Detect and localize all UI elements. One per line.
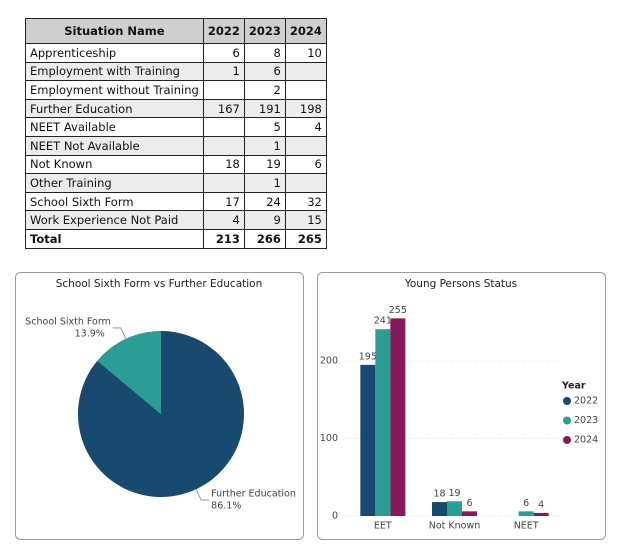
x-tick-label: NEET [514,521,539,532]
bar-label: 6 [523,498,529,509]
bar [360,364,376,516]
legend-marker [563,397,571,405]
table-cell: 6 [243,61,286,82]
legend-title: Year [561,381,586,392]
table-cell [284,61,327,82]
legend-label: 2023 [574,415,598,426]
table-cell: Employment with Training [25,61,204,82]
total-cell: 213 [202,228,245,249]
legend-marker [563,416,571,425]
table-cell: 191 [243,98,286,119]
table-cell [202,173,245,193]
slice-label: Further Education [211,489,296,500]
bar [390,318,406,516]
pie-slice [97,331,161,414]
table-row: Employment with Training 1 6 [25,61,327,82]
table-cell: Work Experience Not Paid [25,210,204,230]
y-tick-label: 100 [320,433,338,444]
data-table: Situation Name 2022 2023 2024 Apprenticeship… [25,18,327,249]
pie-slice [77,331,244,497]
y-tick-label: 0 [332,511,338,522]
bar-title: Young Persons Status [404,278,517,290]
table-row: Further Education 167 191 198 [25,98,327,119]
table-cell: 32 [284,191,327,212]
bar [375,329,391,516]
legend-label: 2024 [574,435,598,446]
header-cell: Situation Name [25,18,204,44]
x-tick-label: Not Known [429,521,481,532]
table-row: NEET Not Available 1 [25,135,327,156]
bar-label: 19 [448,488,460,499]
bar [447,501,462,516]
legend-marker [563,436,571,444]
header-cell: 2023 [243,18,286,44]
total-row: Total 213 266 265 [25,228,327,249]
slice-value: 86.1% [211,501,241,512]
legend-label: 2022 [574,396,598,407]
table-cell: Other Training [25,173,204,193]
table-row: NEET Available 5 4 [25,117,327,137]
table-row: Other Training 1 [25,173,327,193]
bar [518,511,534,516]
leader-line [195,489,210,501]
bar-label: 255 [389,305,407,316]
bar-label: 4 [538,499,544,510]
table-cell: Further Education [25,98,204,119]
bar-label: 18 [433,489,445,500]
table-row: Employment without Training 2 [25,80,327,100]
table-cell: 1 [243,135,286,156]
slice-value: 13.9% [75,328,105,339]
header-cell: 2024 [284,18,327,44]
table-cell [202,135,245,156]
bar-label: 6 [466,498,472,509]
table-cell: 1 [202,61,245,82]
total-cell: 265 [284,228,327,249]
table-cell: Apprenticeship [25,43,204,63]
slice-label: School Sixth Form [25,316,111,327]
bar-label: 241 [374,316,392,327]
table-row: Work Experience Not Paid 4 9 15 [25,210,327,230]
table-row: Not Known 18 19 6 [25,154,327,175]
bar [533,512,549,516]
total-cell: 266 [243,228,286,249]
table-cell: 15 [284,210,327,230]
x-tick-label: EET [374,521,392,532]
bar [432,502,447,516]
header-row: Situation Name 2022 2023 2024 [25,18,327,44]
table-cell: 4 [202,210,245,230]
bar [462,511,477,516]
leader-line [112,327,127,339]
table-cell: 167 [202,98,245,119]
pie-title: School Sixth Form vs Further Education [56,278,263,290]
bar-label: 195 [359,351,377,362]
y-tick-label: 200 [320,356,338,367]
